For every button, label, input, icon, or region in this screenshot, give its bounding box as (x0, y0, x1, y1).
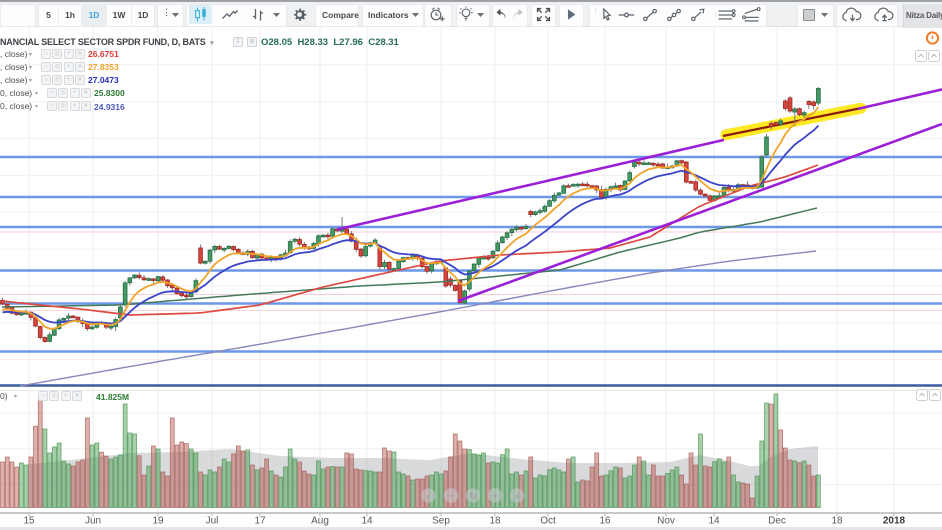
svg-text:2018: 2018 (883, 516, 906, 527)
svg-text:Nov: Nov (657, 516, 675, 527)
svg-text:↻: ↻ (469, 491, 477, 502)
svg-text:18: 18 (831, 516, 843, 527)
svg-text:Jul: Jul (206, 516, 219, 527)
svg-text:18: 18 (489, 516, 501, 527)
svg-text:15: 15 (23, 516, 35, 527)
svg-text:Aug: Aug (311, 516, 329, 527)
svg-text:‹: ‹ (427, 491, 430, 502)
svg-text:Jun: Jun (85, 516, 101, 527)
svg-text:14: 14 (708, 516, 720, 527)
svg-text:17: 17 (254, 516, 266, 527)
svg-text:16: 16 (599, 516, 611, 527)
svg-text:›: › (515, 491, 518, 502)
svg-text:+: + (492, 491, 498, 502)
svg-text:19: 19 (152, 516, 164, 527)
svg-text:−: − (448, 491, 454, 502)
svg-text:Dec: Dec (768, 516, 786, 527)
svg-text:Sep: Sep (432, 516, 450, 527)
svg-text:14: 14 (361, 516, 373, 527)
svg-text:Oct: Oct (540, 516, 556, 527)
